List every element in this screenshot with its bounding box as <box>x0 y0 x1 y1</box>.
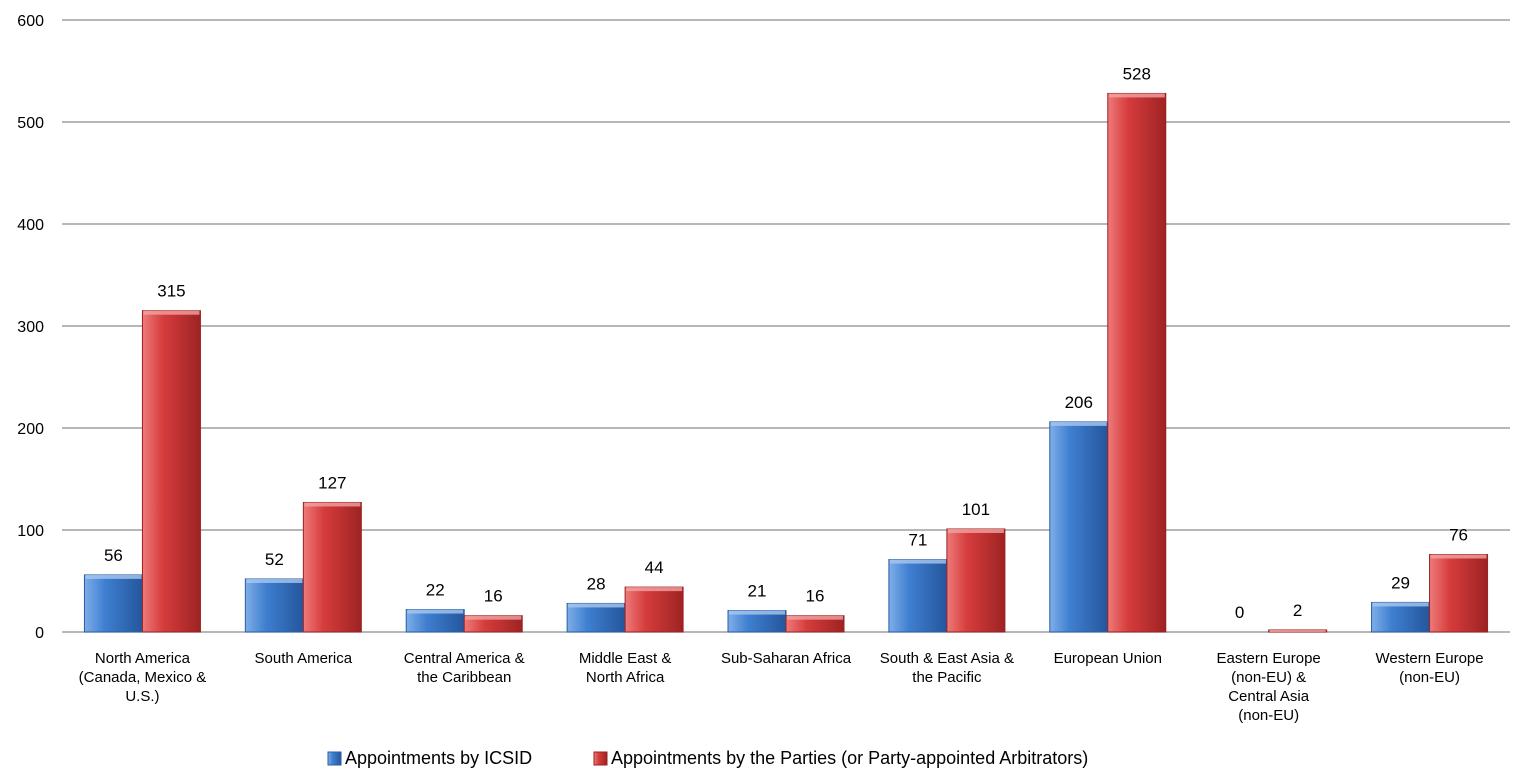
legend-swatch-parties <box>593 751 608 766</box>
bar-top-highlight <box>1430 554 1487 559</box>
bar-top-highlight <box>729 610 785 615</box>
bar-parties <box>624 586 684 633</box>
bar-parties <box>141 310 201 633</box>
data-label: 56 <box>104 546 123 565</box>
y-tick-label: 0 <box>35 625 44 642</box>
legend-label-parties: Appointments by the Parties (or Party-ap… <box>611 748 1088 768</box>
legend: Appointments by ICSID Appointments by the… <box>327 748 1088 768</box>
bar-icsid <box>1371 601 1431 633</box>
bar-top-highlight <box>568 603 625 608</box>
bar-top-highlight <box>143 310 200 315</box>
bar-top-highlight <box>1050 421 1107 426</box>
legend-label-icsid: Appointments by ICSID <box>345 748 532 768</box>
data-label: 21 <box>748 582 767 601</box>
bar-icsid <box>1049 421 1109 633</box>
bar-icsid <box>244 578 304 633</box>
y-tick-label: 400 <box>17 217 44 234</box>
data-labels: 56 315 52 127 22 16 28 44 21 16 71 101 206 528 0 2 29 76 <box>104 64 1468 622</box>
category-label: Central America & the Caribbean <box>404 650 525 686</box>
data-label: 76 <box>1449 525 1468 544</box>
data-label: 29 <box>1391 573 1410 592</box>
bars <box>83 92 1489 633</box>
category-label: South & East Asia & the Pacific <box>880 650 1014 686</box>
bar-icsid <box>888 559 948 633</box>
data-label: 528 <box>1123 64 1151 83</box>
bar-top-highlight <box>889 559 946 564</box>
data-label: 2 <box>1293 601 1302 620</box>
data-label: 71 <box>908 531 927 550</box>
y-tick-label: 300 <box>17 319 44 336</box>
bar-top-highlight <box>787 615 843 620</box>
y-tick-label: 600 <box>17 13 44 30</box>
bar-top-highlight <box>1372 602 1429 607</box>
bar-top-highlight <box>407 609 464 614</box>
y-tick-label: 200 <box>17 421 44 438</box>
bar-icsid <box>83 574 143 633</box>
gridlines <box>62 19 1510 633</box>
y-tick-label: 500 <box>17 115 44 132</box>
data-label: 44 <box>645 558 664 577</box>
bar-top-highlight <box>465 615 522 620</box>
legend-swatch-icsid <box>327 751 342 766</box>
bar-parties <box>1429 553 1489 633</box>
data-label: 0 <box>1235 603 1244 622</box>
category-label: Middle East & North Africa <box>579 650 672 686</box>
bar-top-highlight <box>947 528 1004 533</box>
data-label: 16 <box>484 587 503 606</box>
data-label: 22 <box>426 581 445 600</box>
data-label: 127 <box>318 473 346 492</box>
data-label: 16 <box>806 587 825 606</box>
bar-icsid <box>566 602 626 633</box>
category-label: Western Europe (non-EU) <box>1375 650 1483 686</box>
bar-top-highlight <box>246 578 303 583</box>
category-label: South America <box>255 650 353 667</box>
bar-top-highlight <box>85 574 142 579</box>
data-label: 206 <box>1065 393 1093 412</box>
data-label: 101 <box>962 500 990 519</box>
category-label: European Union <box>1054 650 1162 667</box>
bar-top-highlight <box>1108 93 1165 98</box>
category-label: Sub-Saharan Africa <box>721 650 852 667</box>
bar-parties <box>302 501 362 633</box>
bar-parties <box>946 528 1006 633</box>
data-label: 28 <box>587 574 606 593</box>
bar-top-highlight <box>304 502 361 507</box>
category-label: Eastern Europe (non-EU) & Central Asia (non… <box>1217 650 1321 724</box>
y-axis-ticks: 0 100 200 300 400 500 600 <box>17 13 44 642</box>
y-tick-label: 100 <box>17 523 44 540</box>
data-label: 315 <box>157 282 185 301</box>
bar-top-highlight <box>1269 629 1326 632</box>
category-label: North America (Canada, Mexico & U.S.) <box>79 650 207 705</box>
bar-top-highlight <box>626 587 683 592</box>
data-label: 52 <box>265 550 284 569</box>
bar-parties <box>1107 92 1167 633</box>
category-labels: North America (Canada, Mexico & U.S.) South… <box>79 650 1484 724</box>
